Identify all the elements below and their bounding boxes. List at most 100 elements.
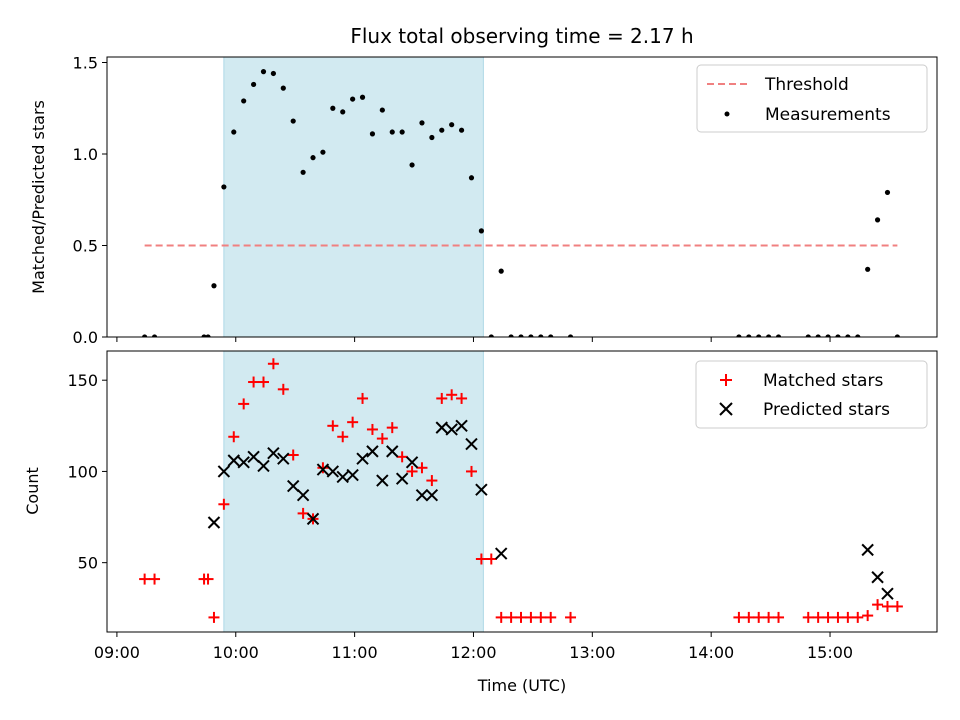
- bottom-shaded-interval: [223, 350, 484, 633]
- matched-star-point: [218, 498, 230, 510]
- legend-predicted-label: Predicted stars: [763, 400, 890, 420]
- measurement-point: [359, 94, 366, 100]
- matched-star-point: [456, 392, 468, 404]
- matched-star-point: [228, 431, 240, 443]
- measurement-point: [478, 228, 484, 234]
- legend-measurements-swatch: [724, 111, 730, 117]
- measurement-point: [855, 334, 861, 337]
- matched-star-point: [842, 611, 854, 623]
- measurement-point: [280, 85, 286, 91]
- matched-star-point: [139, 573, 151, 585]
- matched-star-point: [277, 383, 289, 395]
- matched-star-point: [525, 611, 537, 623]
- x-axis-label: Time (UTC): [477, 676, 566, 695]
- matched-star-point: [891, 600, 903, 612]
- predicted-star-point: [247, 450, 260, 464]
- predicted-star-point: [395, 472, 409, 485]
- matched-star-point: [386, 422, 398, 434]
- matched-star-point: [267, 358, 279, 370]
- measurement-point: [231, 129, 237, 135]
- x-tick-label: 13:00: [569, 643, 615, 662]
- top-legend: Threshold Measurements: [696, 64, 928, 133]
- measurement-point: [419, 120, 425, 126]
- bottom-panel: 50 100 150 09:00 10:00 11:00 12:00 13:00 14:00 1…: [23, 350, 938, 695]
- legend-predicted-swatch: [719, 402, 733, 416]
- top-y-tick-label: 1.0: [73, 145, 98, 164]
- matched-star-point: [773, 611, 785, 623]
- measurement-point: [221, 184, 227, 190]
- measurement-point: [409, 162, 415, 168]
- matched-star-point: [208, 611, 220, 623]
- matched-star-point: [436, 392, 448, 404]
- matched-star-point: [872, 599, 884, 611]
- matched-star-point: [357, 392, 369, 404]
- predicted-star-point: [257, 459, 270, 473]
- predicted-star-point: [455, 419, 468, 433]
- top-y-tick-label: 0.0: [73, 328, 98, 347]
- matched-star-point: [852, 611, 864, 623]
- matched-star-point: [881, 600, 893, 612]
- matched-star-point: [753, 611, 765, 623]
- matched-star-point: [822, 611, 834, 623]
- measurement-point: [815, 334, 821, 337]
- measurement-point: [498, 268, 504, 274]
- measurement-point: [884, 189, 891, 196]
- measurement-point: [488, 334, 494, 337]
- top-y-tick-label: 0.5: [73, 236, 98, 255]
- predicted-star-point: [435, 421, 448, 434]
- matched-star-point: [257, 376, 269, 388]
- top-y-axis-label: Matched/Predicted stars: [29, 100, 48, 294]
- matched-star-point: [832, 611, 844, 623]
- matched-star-point: [149, 573, 161, 585]
- measurement-point: [310, 155, 316, 161]
- measurement-point: [538, 334, 544, 337]
- measurement-point: [260, 69, 267, 75]
- measurement-point: [399, 129, 405, 135]
- matched-star-point: [565, 611, 577, 623]
- measurement-point: [825, 334, 831, 337]
- predicted-star-point: [356, 452, 369, 465]
- x-tick-label: 14:00: [688, 643, 734, 662]
- top-axes-frame: [106, 56, 938, 338]
- matched-star-point: [317, 462, 329, 474]
- matched-star-point: [366, 423, 378, 435]
- measurement-point: [389, 129, 395, 135]
- predicted-star-point: [217, 465, 231, 478]
- measurement-point: [151, 334, 158, 337]
- matched-star-point: [376, 433, 388, 445]
- predicted-star-point: [871, 571, 884, 584]
- legend-matched-swatch: [720, 374, 732, 386]
- predicted-star-point: [296, 488, 310, 502]
- matched-star-point: [475, 553, 487, 565]
- measurement-point: [508, 334, 514, 337]
- matched-star-point: [238, 398, 250, 410]
- matched-star-point: [743, 611, 755, 623]
- measurement-point: [835, 334, 841, 337]
- matched-star-point: [465, 465, 477, 477]
- top-panel: 0.0 0.5 1.0 1.5 Matched/Predicted stars Thr…: [29, 53, 938, 347]
- x-tick-label: 10:00: [213, 643, 259, 662]
- top-shaded-interval: [223, 56, 484, 338]
- measurement-point: [845, 334, 851, 337]
- measurement-point: [736, 334, 742, 337]
- predicted-star-point: [306, 512, 320, 526]
- predicted-star-point: [227, 454, 240, 467]
- matched-star-point: [426, 475, 438, 487]
- matched-star-point: [287, 449, 299, 461]
- predicted-star-point: [267, 446, 280, 460]
- predicted-star-point: [277, 452, 290, 465]
- bottom-legend: Matched stars Predicted stars: [695, 360, 928, 429]
- matched-star-point: [297, 507, 309, 519]
- predicted-star-point: [207, 516, 221, 529]
- predicted-star-point: [475, 483, 488, 496]
- predicted-star-point: [366, 445, 379, 458]
- bottom-y-axis-label: Count: [23, 467, 42, 515]
- matched-star-point: [812, 611, 824, 623]
- predicted-star-point: [465, 437, 478, 451]
- measurement-point: [468, 175, 475, 181]
- measurement-point: [874, 217, 881, 223]
- measurement-point: [379, 107, 385, 113]
- bottom-axes-frame: [106, 350, 938, 633]
- chart-title: Flux total observing time = 2.17 h: [350, 24, 693, 48]
- matched-star-point: [862, 610, 874, 622]
